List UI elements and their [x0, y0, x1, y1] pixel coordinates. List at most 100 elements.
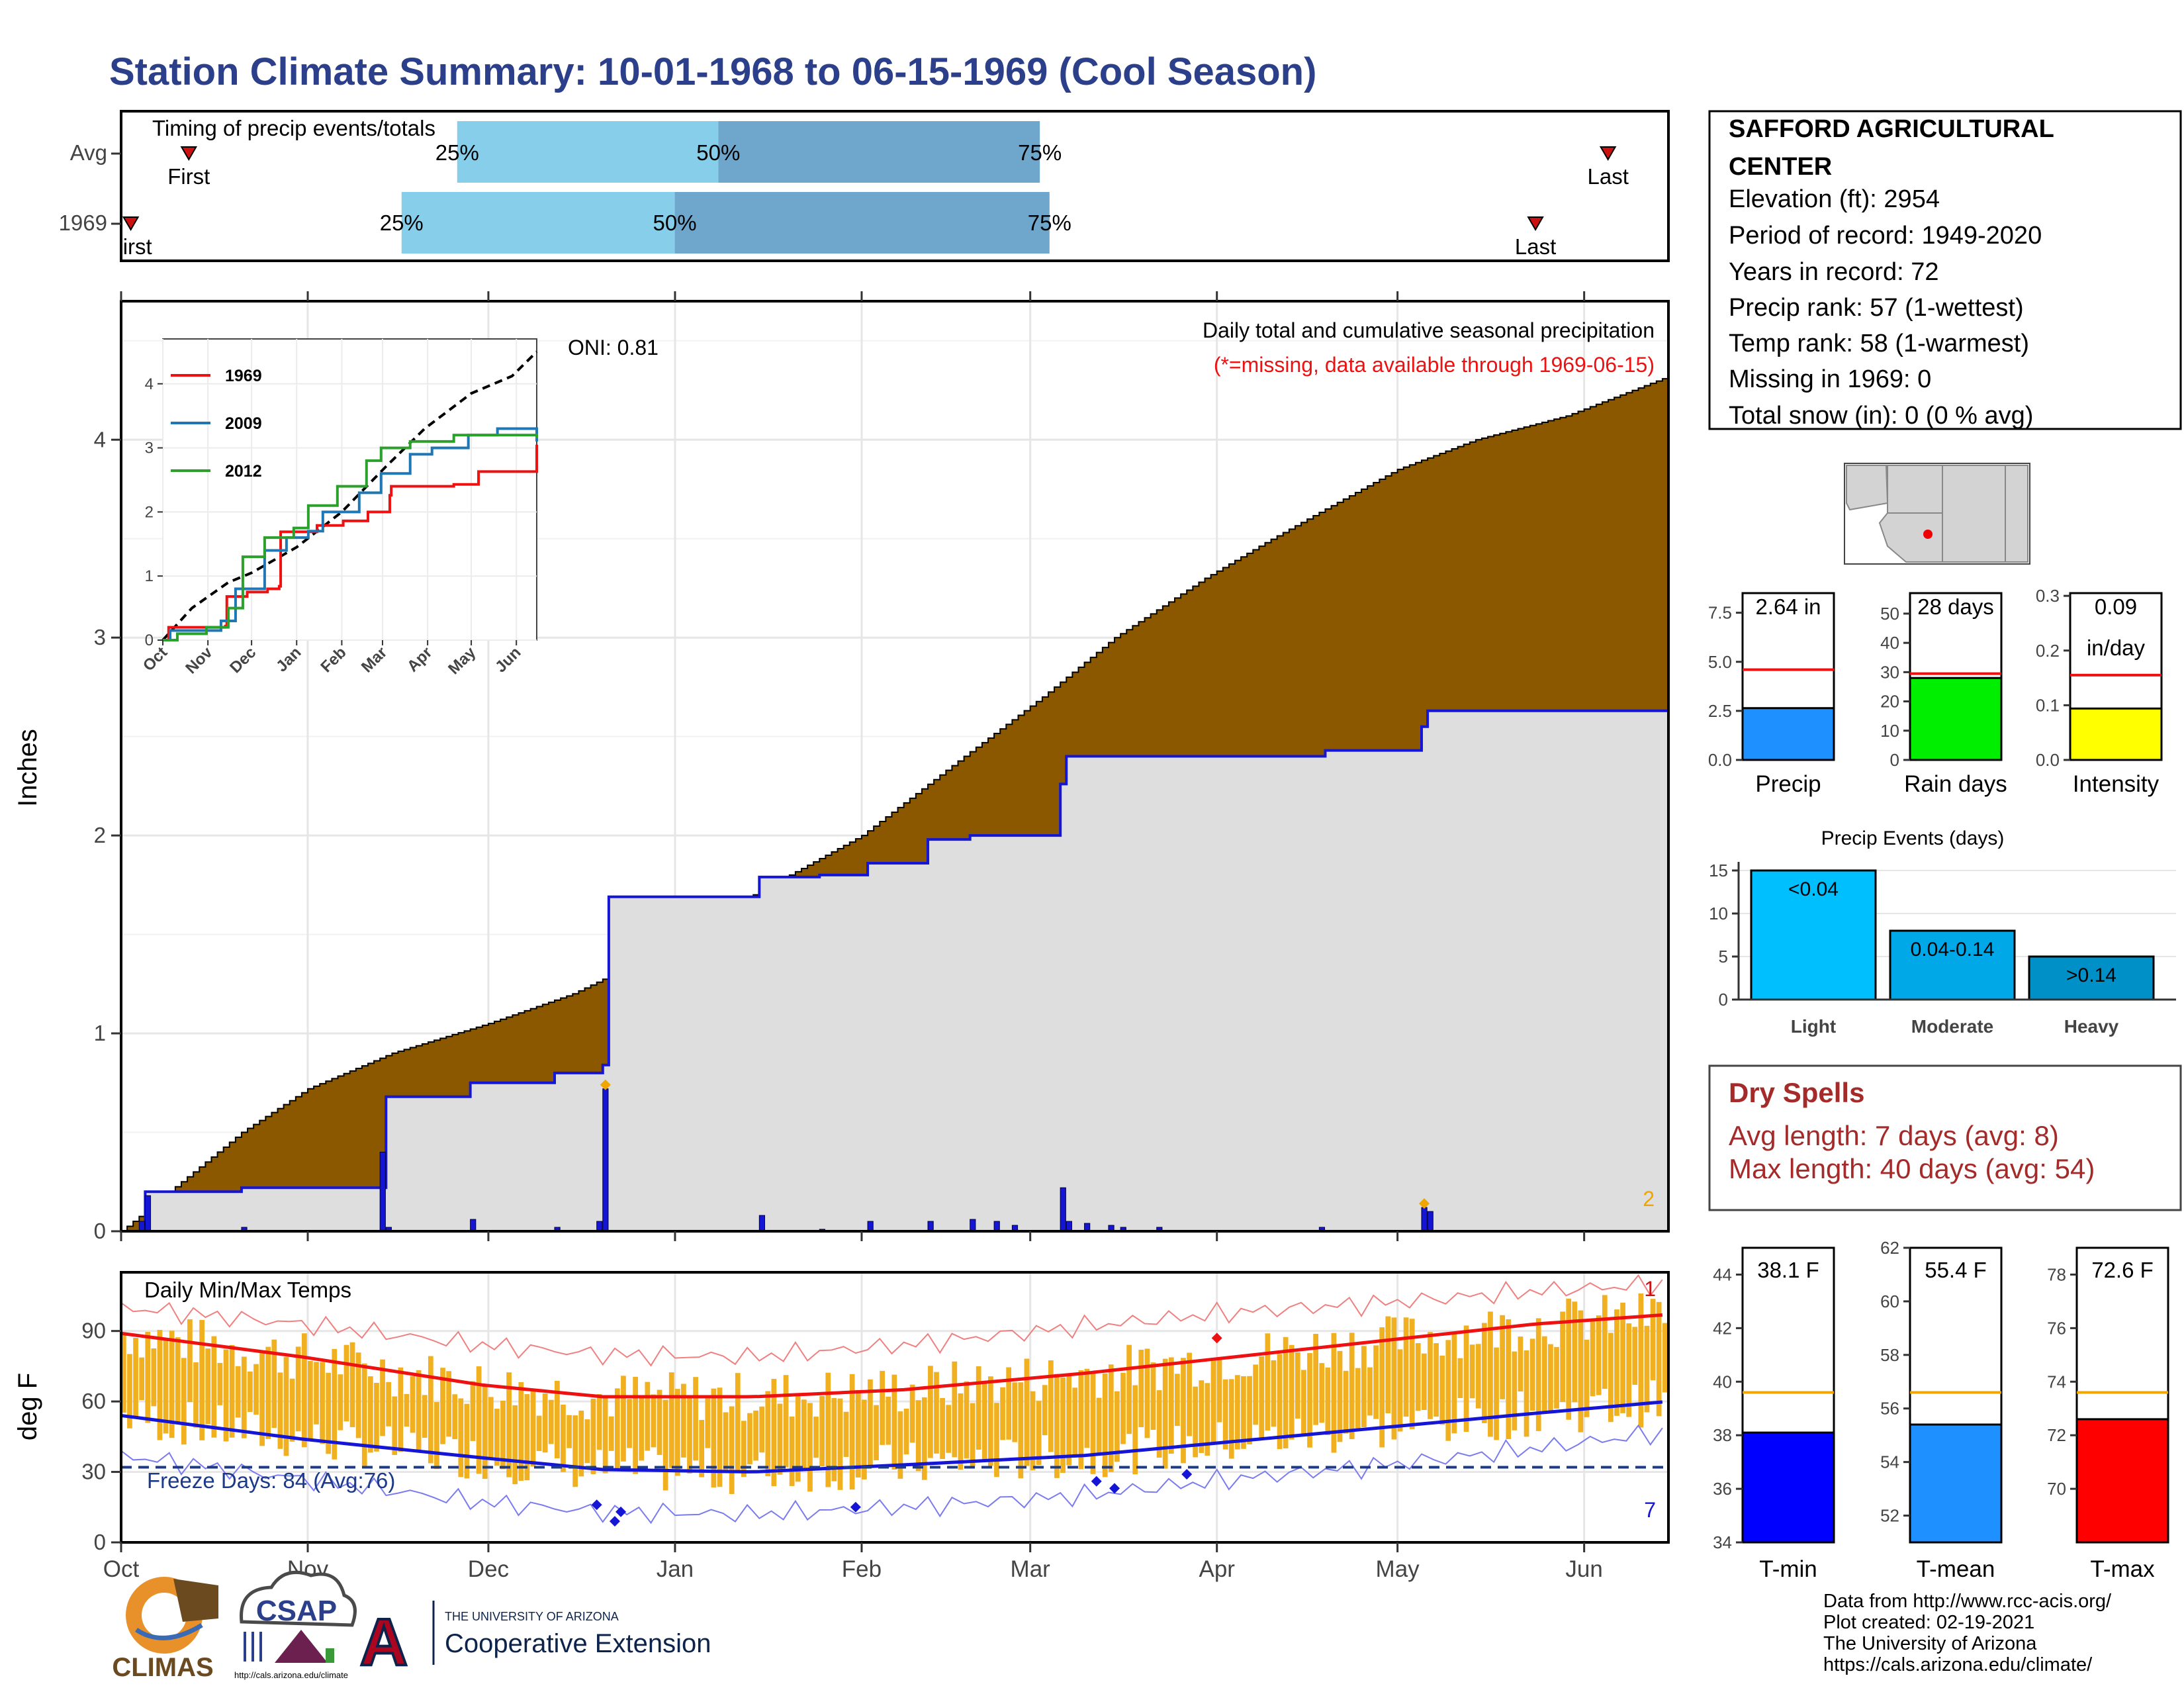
daily-temp-bar	[1216, 1357, 1222, 1423]
temp-xtick-label: Feb	[842, 1556, 882, 1582]
daily-temp-bar	[759, 1406, 765, 1453]
temp-mini-value-label: 38.1 F	[1757, 1258, 1819, 1282]
daily-temp-bar	[1463, 1325, 1469, 1432]
daily-temp-bar	[952, 1361, 958, 1458]
daily-temp-bar	[314, 1362, 319, 1425]
temp-summary-bars: 38.1 F 34 36 38 40 42 44 T-min 55.4 F 52 54 56 58 60 6…	[1713, 1238, 2169, 1582]
temp-xtick-label: Dec	[468, 1556, 509, 1582]
daily-temp-bar	[1475, 1344, 1481, 1409]
daily-temp-bar	[825, 1372, 831, 1487]
daily-temp-bar	[958, 1393, 964, 1470]
daily-temp-bar	[1078, 1370, 1084, 1470]
record-low-marker	[1091, 1476, 1102, 1487]
daily-temp-bar	[831, 1397, 837, 1481]
dry-spells-title: Dry Spells	[1729, 1077, 1864, 1108]
inset-line-2012	[163, 434, 538, 641]
mini-value-label-2: in/day	[2087, 635, 2146, 660]
temp-mini-ytick-label: 44	[1713, 1264, 1732, 1284]
mini-bar-intensity	[2069, 707, 2163, 761]
daily-temp-bar	[1168, 1357, 1174, 1454]
daily-temp-bar	[970, 1403, 976, 1467]
daily-temp-bar	[1054, 1374, 1060, 1478]
mini-ytick-label: 5.0	[1708, 652, 1732, 672]
daily-temp-bar	[662, 1399, 668, 1491]
station-temp-rank: Temp rank: 58 (1-warmest)	[1729, 330, 2029, 357]
daily-temp-bar	[596, 1394, 602, 1450]
daily-temp-bar	[1506, 1319, 1512, 1440]
footer-data-source: Data from http://www.rcc-acis.org/	[1823, 1591, 2112, 1612]
daily-temp-bar	[1325, 1367, 1331, 1435]
daily-temp-bar	[964, 1381, 970, 1459]
precip-caption-missing: (*=missing, data available through 1969-…	[1214, 353, 1655, 377]
daily-temp-bar	[639, 1397, 645, 1461]
timing-last-label: Last	[1587, 164, 1628, 189]
daily-temp-bar	[428, 1356, 433, 1464]
daily-temp-bar	[199, 1320, 205, 1440]
daily-temp-bar	[1361, 1346, 1367, 1428]
temp-mini-ytick-label: 52	[1880, 1506, 1899, 1526]
mini-ytick-label: 0.3	[2036, 586, 2060, 606]
inset-legend-label: 1969	[225, 367, 262, 385]
record-min-line	[120, 1424, 1663, 1524]
temp-mini-ytick-label: 78	[2047, 1264, 2066, 1284]
timing-panel: 25% 50% 75% First Last 25% 50% 75% First Last Tim…	[59, 110, 1670, 262]
temp-lines	[120, 1274, 1668, 1527]
daily-temp-bar	[187, 1319, 193, 1403]
temp-mini-category-label: T-max	[2090, 1556, 2155, 1582]
events-title: Precip Events (days)	[1821, 827, 2005, 849]
station-location-marker	[1923, 530, 1933, 539]
ua-letter: A	[360, 1605, 408, 1679]
daily-precip-bar	[1060, 1187, 1066, 1232]
daily-temp-bar	[735, 1373, 741, 1472]
inset-legend-label: 2012	[225, 462, 262, 481]
daily-temp-bar	[1391, 1317, 1397, 1440]
daily-temp-bar	[241, 1356, 247, 1438]
precip-areas	[121, 376, 1670, 1233]
events-bar-light	[1750, 869, 1877, 1001]
record-low-marker	[591, 1499, 602, 1511]
daily-precip-bar	[138, 1221, 145, 1232]
daily-temp-bar	[1367, 1367, 1373, 1416]
daily-temp-bar	[422, 1395, 428, 1438]
daily-temp-bar	[1234, 1375, 1240, 1450]
daily-temp-bar	[512, 1405, 518, 1485]
daily-temp-bar	[843, 1411, 849, 1457]
csap-text: CSAP	[256, 1595, 337, 1627]
daily-temp-bar	[248, 1371, 253, 1413]
daily-temp-bar	[934, 1372, 939, 1454]
daily-temp-bar	[326, 1372, 332, 1454]
record-max-line	[120, 1274, 1663, 1367]
events-ytick-label: 5	[1719, 947, 1728, 966]
daily-temp-bar	[771, 1378, 777, 1487]
daily-temp-bar	[753, 1410, 758, 1461]
daily-temp-bar	[1222, 1379, 1228, 1450]
daily-temp-bar	[211, 1336, 217, 1438]
daily-temp-bar	[819, 1395, 825, 1467]
events-ytick-label: 15	[1709, 861, 1728, 880]
daily-temp-bar	[693, 1377, 698, 1461]
daily-temp-bar	[320, 1362, 325, 1444]
temp-mini-ytick-label: 42	[1713, 1318, 1732, 1338]
daily-temp-bar	[567, 1415, 572, 1448]
dry-spells-max: Max length: 40 days (avg: 54)	[1729, 1153, 2095, 1184]
daily-temp-bar	[1271, 1360, 1277, 1427]
daily-temp-bar	[343, 1344, 349, 1422]
footer-plot-created: Plot created: 02-19-2021	[1823, 1612, 2034, 1633]
daily-temp-bar	[1193, 1386, 1199, 1458]
daily-temp-bar	[1175, 1374, 1180, 1427]
daily-temp-bar	[1024, 1358, 1030, 1466]
daily-temp-bar	[561, 1404, 566, 1472]
mini-ytick-label: 50	[1880, 604, 1899, 624]
daily-temp-bar	[193, 1362, 199, 1428]
daily-temp-bar	[1560, 1311, 1565, 1402]
daily-temp-bar	[886, 1396, 891, 1445]
daily-temp-bar	[367, 1376, 373, 1453]
daily-temp-bar	[1524, 1350, 1529, 1437]
temp-title: Daily Min/Max Temps	[144, 1278, 351, 1302]
station-snow: Total snow (in): 0 (0 % avg)	[1729, 402, 2033, 430]
precip-daily-bars	[138, 1079, 1433, 1232]
temp-mini-ytick-label: 70	[2047, 1479, 2066, 1499]
timing-q25-q50-bar	[457, 121, 719, 183]
daily-temp-bar	[1481, 1323, 1487, 1423]
